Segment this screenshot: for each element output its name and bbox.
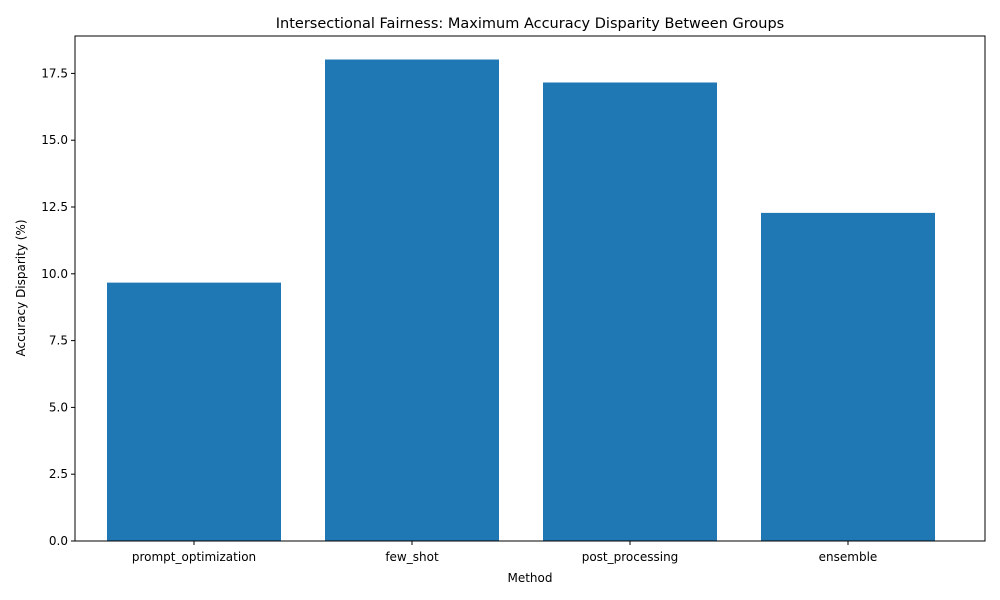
chart-title: Intersectional Fairness: Maximum Accurac… [276, 16, 784, 32]
bar-ensemble [761, 212, 935, 541]
y-tick-label: 0.0 [49, 534, 68, 548]
x-tick-label: ensemble [819, 550, 878, 564]
bar-prompt-optimization [107, 282, 281, 541]
bars-group [107, 59, 935, 541]
y-tick-label: 7.5 [49, 334, 68, 348]
y-tick-label: 2.5 [49, 467, 68, 481]
x-tick-label: few_shot [385, 550, 439, 564]
y-tick-label: 12.5 [41, 200, 68, 214]
x-tick-label: post_processing [582, 550, 679, 564]
y-axis: 0.0 2.5 5.0 7.5 10.0 12.5 15.0 17.5 [41, 66, 75, 548]
bar-few-shot [325, 59, 499, 541]
x-axis: prompt_optimization few_shot post_processi… [132, 541, 877, 564]
y-axis-label: Accuracy Disparity (%) [14, 219, 28, 356]
y-tick-label: 10.0 [41, 267, 68, 281]
y-tick-label: 5.0 [49, 400, 68, 414]
plot-frame [74, 35, 986, 542]
y-tick-label: 17.5 [41, 66, 68, 80]
x-axis-label: Method [507, 571, 552, 585]
y-tick-label: 15.0 [41, 133, 68, 147]
x-tick-label: prompt_optimization [132, 550, 256, 564]
bar-post-processing [543, 82, 717, 541]
plot-area [74, 35, 986, 542]
